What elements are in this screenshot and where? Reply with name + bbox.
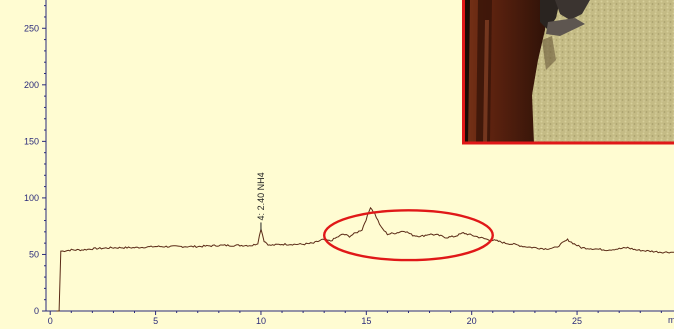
y-tick-label-100: 100 (24, 193, 39, 203)
y-tick-label-0: 0 (34, 306, 39, 316)
x-tick-label-25: 25 (572, 316, 582, 326)
x-tick-label-10: 10 (256, 316, 266, 326)
x-tick-label-5: 5 (153, 316, 158, 326)
y-tick-label-150: 150 (24, 136, 39, 146)
x-tick-label-0: 0 (48, 316, 53, 326)
series-trace (56, 206, 674, 312)
peak-label: 4: 2.40 NH4 (256, 172, 266, 220)
y-tick-label-250: 250 (24, 23, 39, 33)
x-tick-label-20: 20 (467, 316, 477, 326)
y-axis-ticks: 0 50 100 150 200 250 (24, 5, 46, 316)
inset-frame (462, 0, 674, 145)
y-tick-label-200: 200 (24, 80, 39, 90)
x-tick-label-15: 15 (361, 316, 371, 326)
highlight-ellipse (322, 209, 494, 262)
y-tick-label-50: 50 (29, 249, 39, 259)
axes (45, 0, 674, 312)
x-axis-unit-label: m (668, 315, 674, 325)
peak-annotation: 4: 2.40 NH4 (256, 172, 266, 231)
inset-photo (462, 0, 674, 145)
x-axis-ticks: 0 5 10 15 20 25 (48, 311, 662, 326)
